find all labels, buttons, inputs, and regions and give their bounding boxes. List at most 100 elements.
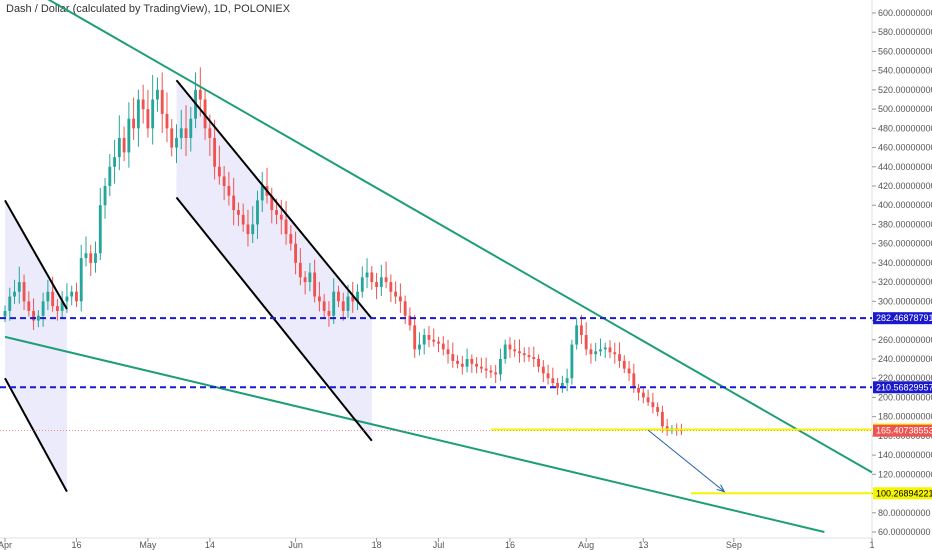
y-tick-label: 480.00000000 (878, 123, 932, 133)
y-tick-label: 140.00000000 (878, 450, 932, 460)
candle-body (41, 301, 45, 316)
x-tick-label: 16 (505, 540, 515, 550)
x-tick-label: 16 (71, 540, 81, 550)
candle-body (222, 176, 226, 186)
projection-arrow (647, 429, 725, 493)
candle-body (79, 258, 83, 302)
x-tick-label: 13 (638, 540, 648, 550)
candle-body (360, 277, 364, 292)
candle-body (337, 291, 340, 302)
x-tick-label: Jul (433, 540, 445, 550)
candle-body (13, 291, 16, 297)
candle-body (94, 253, 97, 263)
y-tick-label: 460.00000000 (878, 143, 932, 153)
candle-body (384, 277, 388, 283)
candle-body (656, 407, 660, 412)
candle-body (513, 349, 517, 352)
candle-body (113, 157, 116, 167)
candle-body (418, 344, 421, 350)
candle-body (599, 349, 602, 352)
candle-body (98, 205, 102, 254)
candle-body (208, 128, 212, 138)
candle-body (356, 291, 359, 302)
candle-body (632, 373, 636, 388)
candle-body (551, 378, 555, 384)
y-tick-label: 520.00000000 (878, 85, 932, 95)
candle-body (637, 387, 641, 393)
candle-body (594, 351, 598, 355)
x-tick-label: Sep (726, 540, 742, 550)
candle-body (156, 89, 159, 100)
candle-body (451, 354, 455, 361)
candle-body (575, 325, 579, 345)
candle-body (284, 219, 288, 235)
candle-body (660, 411, 664, 427)
candle-body (65, 296, 69, 302)
candle-body (641, 392, 645, 398)
candle-body (132, 118, 136, 129)
candle-body (427, 334, 431, 340)
candle-body (398, 296, 402, 302)
candle-body (503, 344, 507, 359)
channel-2-shade (176, 80, 372, 441)
candle-body (256, 200, 259, 225)
candle-body (484, 368, 488, 371)
y-tick-label: 380.00000000 (878, 219, 932, 229)
candle-body (213, 137, 217, 167)
candle-body (546, 373, 550, 379)
y-tick-label: 320.00000000 (878, 277, 932, 287)
y-tick-label: 80.00000000 (878, 508, 931, 518)
candle-body (241, 214, 245, 225)
candle-body (346, 296, 350, 311)
candle-body (508, 344, 512, 350)
candle-body (403, 301, 407, 316)
level-price-tag: 210.56829957 (876, 382, 932, 392)
level-price-tag-bg (873, 381, 932, 394)
candle-body (589, 349, 593, 355)
candle-body (3, 310, 7, 317)
candle-body (422, 334, 426, 345)
candle-body (22, 282, 26, 302)
candle-body (84, 253, 88, 259)
x-tick-label: 1 (869, 540, 874, 550)
candle-body (89, 253, 93, 263)
y-tick-label: 540.00000000 (878, 66, 932, 76)
candle-body (198, 89, 202, 100)
candle-body (603, 347, 607, 350)
candle-body (289, 234, 293, 244)
candle-body (465, 359, 469, 367)
candle-body (341, 301, 345, 311)
candle-body (327, 310, 331, 316)
candle-body (541, 366, 545, 374)
candle-body (251, 224, 255, 235)
last-price-tag-bg (873, 424, 932, 437)
candle-body (136, 99, 140, 129)
candle-body (389, 282, 393, 292)
candle-body (627, 368, 631, 374)
candle-body (379, 277, 383, 287)
y-tick-label: 220.00000000 (878, 373, 932, 383)
candle-body (470, 359, 474, 364)
candle-body (498, 359, 502, 375)
candle-body (608, 347, 612, 353)
candle-body (151, 99, 155, 129)
candle-body (217, 166, 221, 177)
y-tick-label: 400.00000000 (878, 200, 932, 210)
trendline-channel-1-top (4, 199, 68, 310)
arrow-head (716, 484, 726, 493)
candle-body (260, 186, 264, 201)
candle-body (60, 301, 64, 311)
candle-body (565, 378, 569, 384)
y-tick-label: 340.00000000 (878, 258, 932, 268)
y-tick-label: 560.00000000 (878, 46, 932, 56)
last-price-tag: 165.40738553 (876, 426, 932, 436)
candle-body (456, 360, 459, 364)
candle-body (527, 355, 531, 358)
candle-body (475, 363, 479, 367)
candle-body (51, 291, 55, 307)
candle-body (518, 351, 521, 354)
candle-body (32, 310, 36, 321)
level-price-tag: 282.46878791 (876, 313, 932, 323)
